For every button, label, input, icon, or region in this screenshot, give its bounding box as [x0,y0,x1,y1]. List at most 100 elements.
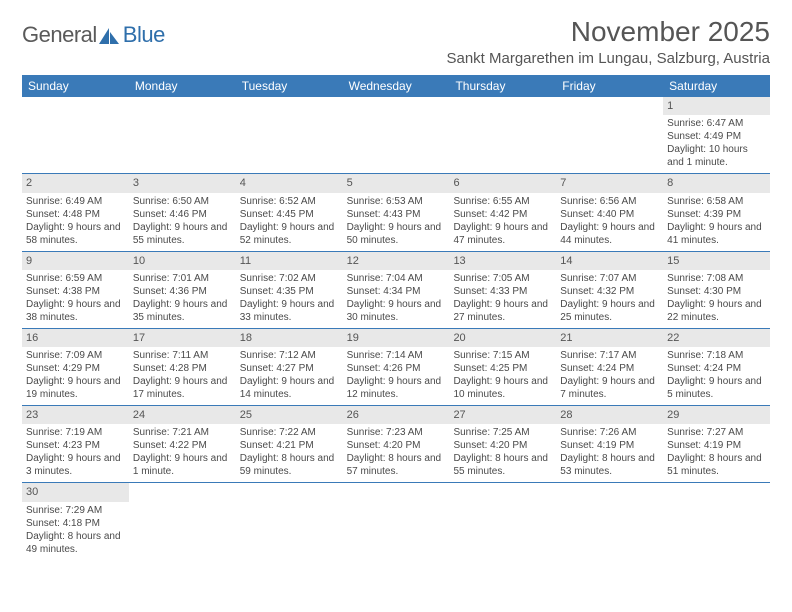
weekday-header: Monday [129,75,236,97]
day-number: 25 [236,406,343,424]
day-body: Sunrise: 7:21 AMSunset: 4:22 PMDaylight:… [129,424,236,482]
sunrise-line: Sunrise: 6:47 AM [667,117,766,130]
day-number: 27 [449,406,556,424]
day-cell: 14Sunrise: 7:07 AMSunset: 4:32 PMDayligh… [556,252,663,328]
day-cell: 20Sunrise: 7:15 AMSunset: 4:25 PMDayligh… [449,329,556,405]
daylight-line: Daylight: 9 hours and 27 minutes. [453,298,552,324]
sunrise-line: Sunrise: 6:56 AM [560,195,659,208]
day-number: 4 [236,174,343,192]
sunrise-line: Sunrise: 7:27 AM [667,426,766,439]
sunset-line: Sunset: 4:43 PM [347,208,446,221]
sunrise-line: Sunrise: 6:52 AM [240,195,339,208]
daylight-line: Daylight: 8 hours and 55 minutes. [453,452,552,478]
sunrise-line: Sunrise: 7:29 AM [26,504,125,517]
day-cell: 18Sunrise: 7:12 AMSunset: 4:27 PMDayligh… [236,329,343,405]
day-cell: 5Sunrise: 6:53 AMSunset: 4:43 PMDaylight… [343,174,450,250]
day-number: 5 [343,174,450,192]
day-body: Sunrise: 7:27 AMSunset: 4:19 PMDaylight:… [663,424,770,482]
daylight-line: Daylight: 9 hours and 58 minutes. [26,221,125,247]
sunrise-line: Sunrise: 7:17 AM [560,349,659,362]
daylight-line: Daylight: 9 hours and 25 minutes. [560,298,659,324]
day-cell: 15Sunrise: 7:08 AMSunset: 4:30 PMDayligh… [663,252,770,328]
day-number: 28 [556,406,663,424]
day-number: 30 [22,483,129,501]
day-body: Sunrise: 6:52 AMSunset: 4:45 PMDaylight:… [236,193,343,251]
daylight-line: Daylight: 9 hours and 41 minutes. [667,221,766,247]
day-cell [236,483,343,559]
day-body: Sunrise: 7:08 AMSunset: 4:30 PMDaylight:… [663,270,770,328]
sunrise-line: Sunrise: 7:08 AM [667,272,766,285]
week-row: 16Sunrise: 7:09 AMSunset: 4:29 PMDayligh… [22,329,770,406]
day-cell: 29Sunrise: 7:27 AMSunset: 4:19 PMDayligh… [663,406,770,482]
sunset-line: Sunset: 4:40 PM [560,208,659,221]
sunrise-line: Sunrise: 6:59 AM [26,272,125,285]
day-number: 20 [449,329,556,347]
sunset-line: Sunset: 4:20 PM [347,439,446,452]
weekday-header: Tuesday [236,75,343,97]
sunrise-line: Sunrise: 7:22 AM [240,426,339,439]
sunrise-line: Sunrise: 7:07 AM [560,272,659,285]
day-number: 8 [663,174,770,192]
day-body: Sunrise: 7:23 AMSunset: 4:20 PMDaylight:… [343,424,450,482]
sunrise-line: Sunrise: 7:18 AM [667,349,766,362]
daylight-line: Daylight: 9 hours and 12 minutes. [347,375,446,401]
daylight-line: Daylight: 9 hours and 17 minutes. [133,375,232,401]
day-cell [129,483,236,559]
sunset-line: Sunset: 4:45 PM [240,208,339,221]
day-cell: 21Sunrise: 7:17 AMSunset: 4:24 PMDayligh… [556,329,663,405]
sunrise-line: Sunrise: 7:15 AM [453,349,552,362]
day-cell: 13Sunrise: 7:05 AMSunset: 4:33 PMDayligh… [449,252,556,328]
day-number: 22 [663,329,770,347]
day-cell [556,483,663,559]
month-title: November 2025 [446,16,770,48]
day-cell: 23Sunrise: 7:19 AMSunset: 4:23 PMDayligh… [22,406,129,482]
sunrise-line: Sunrise: 7:02 AM [240,272,339,285]
daylight-line: Daylight: 9 hours and 44 minutes. [560,221,659,247]
day-number: 7 [556,174,663,192]
daylight-line: Daylight: 9 hours and 35 minutes. [133,298,232,324]
day-cell: 1Sunrise: 6:47 AMSunset: 4:49 PMDaylight… [663,97,770,173]
day-cell: 4Sunrise: 6:52 AMSunset: 4:45 PMDaylight… [236,174,343,250]
sunrise-line: Sunrise: 7:19 AM [26,426,125,439]
day-body: Sunrise: 7:25 AMSunset: 4:20 PMDaylight:… [449,424,556,482]
sunset-line: Sunset: 4:49 PM [667,130,766,143]
day-number: 15 [663,252,770,270]
sunset-line: Sunset: 4:36 PM [133,285,232,298]
sunset-line: Sunset: 4:48 PM [26,208,125,221]
day-number: 2 [22,174,129,192]
day-cell: 16Sunrise: 7:09 AMSunset: 4:29 PMDayligh… [22,329,129,405]
day-body: Sunrise: 7:14 AMSunset: 4:26 PMDaylight:… [343,347,450,405]
day-body: Sunrise: 7:15 AMSunset: 4:25 PMDaylight:… [449,347,556,405]
sunset-line: Sunset: 4:19 PM [560,439,659,452]
day-number: 26 [343,406,450,424]
day-cell: 12Sunrise: 7:04 AMSunset: 4:34 PMDayligh… [343,252,450,328]
sunrise-line: Sunrise: 7:21 AM [133,426,232,439]
sunset-line: Sunset: 4:32 PM [560,285,659,298]
day-cell [663,483,770,559]
sunrise-line: Sunrise: 7:26 AM [560,426,659,439]
day-cell: 22Sunrise: 7:18 AMSunset: 4:24 PMDayligh… [663,329,770,405]
day-number: 11 [236,252,343,270]
day-body: Sunrise: 7:01 AMSunset: 4:36 PMDaylight:… [129,270,236,328]
sunset-line: Sunset: 4:24 PM [560,362,659,375]
sunrise-line: Sunrise: 7:25 AM [453,426,552,439]
sunset-line: Sunset: 4:34 PM [347,285,446,298]
day-cell: 19Sunrise: 7:14 AMSunset: 4:26 PMDayligh… [343,329,450,405]
sunrise-line: Sunrise: 7:12 AM [240,349,339,362]
day-body: Sunrise: 6:49 AMSunset: 4:48 PMDaylight:… [22,193,129,251]
day-number: 13 [449,252,556,270]
week-row: 2Sunrise: 6:49 AMSunset: 4:48 PMDaylight… [22,174,770,251]
day-body: Sunrise: 7:11 AMSunset: 4:28 PMDaylight:… [129,347,236,405]
day-number: 10 [129,252,236,270]
daylight-line: Daylight: 9 hours and 22 minutes. [667,298,766,324]
day-number: 1 [663,97,770,115]
sunset-line: Sunset: 4:29 PM [26,362,125,375]
daylight-line: Daylight: 9 hours and 7 minutes. [560,375,659,401]
day-cell: 3Sunrise: 6:50 AMSunset: 4:46 PMDaylight… [129,174,236,250]
day-body: Sunrise: 7:04 AMSunset: 4:34 PMDaylight:… [343,270,450,328]
day-cell [556,97,663,173]
sunset-line: Sunset: 4:42 PM [453,208,552,221]
daylight-line: Daylight: 9 hours and 5 minutes. [667,375,766,401]
day-number: 19 [343,329,450,347]
sunset-line: Sunset: 4:39 PM [667,208,766,221]
